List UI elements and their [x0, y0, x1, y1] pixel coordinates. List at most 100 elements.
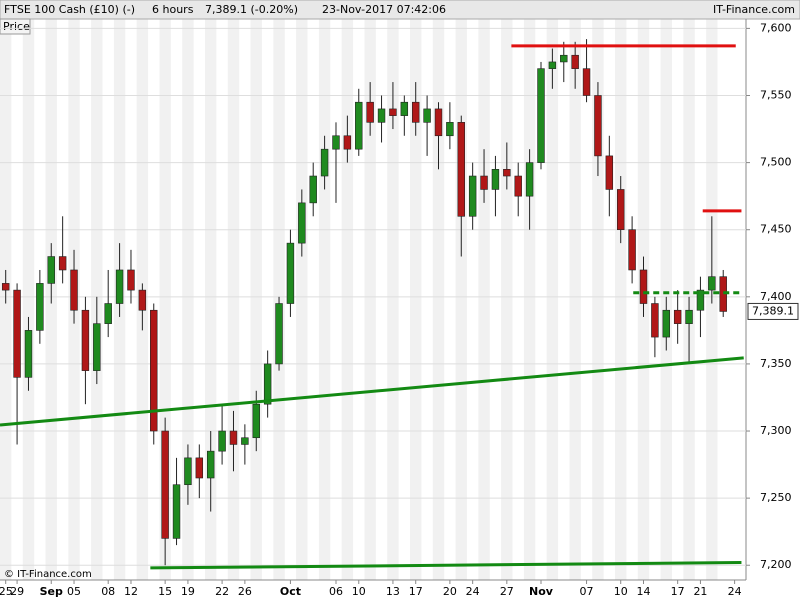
day-stripe	[546, 19, 559, 580]
x-tick-label: 08	[101, 585, 115, 598]
y-tick-label: 7,550	[760, 89, 792, 102]
candle-body	[560, 54, 568, 63]
candle-body	[571, 54, 579, 69]
candle-body	[275, 303, 283, 365]
x-tick-label: 29	[10, 585, 24, 598]
candle-body	[446, 122, 454, 137]
candle-body	[525, 162, 534, 197]
candle-body	[309, 175, 317, 204]
candle-body	[13, 289, 21, 378]
x-tick-label: 15	[158, 585, 172, 598]
candle-body	[252, 403, 260, 439]
day-stripe	[341, 19, 354, 580]
day-stripe	[318, 19, 331, 580]
day-stripe	[478, 19, 490, 580]
day-stripe	[227, 19, 240, 580]
candle-body	[434, 108, 443, 137]
candle-body	[93, 323, 101, 371]
day-stripe	[592, 19, 604, 580]
candle-body	[548, 61, 557, 69]
candle-body	[24, 330, 33, 378]
candle-body	[594, 95, 602, 157]
candle-body	[195, 457, 204, 479]
y-tick-label: 7,250	[760, 491, 792, 504]
candle-body	[241, 437, 249, 445]
x-tick-label: Oct	[280, 585, 301, 598]
last-price-box	[747, 302, 799, 320]
candle-body	[651, 303, 659, 338]
day-stripe	[22, 19, 35, 580]
candle-body	[263, 363, 272, 405]
candle-body	[206, 450, 215, 479]
y-tick-label: 7,200	[760, 558, 792, 571]
candle-body	[480, 175, 488, 190]
day-stripe	[410, 19, 422, 580]
candle-body	[320, 148, 329, 177]
candle-body	[685, 309, 693, 324]
candle-body	[161, 430, 169, 539]
candle-body	[1, 283, 10, 291]
y-tick-label: 7,400	[760, 290, 792, 303]
candle-body	[468, 175, 477, 217]
candle-body	[298, 202, 306, 244]
interval: 6 hours	[152, 3, 194, 16]
x-tick-label: 17	[409, 585, 423, 598]
x-tick-label: 19	[181, 585, 195, 598]
candle-body	[457, 122, 465, 217]
candle-body	[286, 242, 295, 304]
x-tick-label: 17	[671, 585, 685, 598]
candle-body	[708, 276, 716, 291]
x-tick-label: 14	[636, 585, 650, 598]
x-tick-label: 07	[580, 585, 594, 598]
trend-line	[150, 561, 742, 570]
candle-body	[127, 269, 135, 291]
panel-label-box	[0, 18, 31, 35]
candle-body	[47, 256, 55, 284]
day-stripe	[523, 19, 536, 580]
candle-body	[138, 289, 147, 311]
candle-body	[218, 430, 226, 452]
x-tick-label: 22	[215, 585, 229, 598]
candle-body	[172, 484, 181, 539]
day-stripe	[501, 19, 513, 580]
candle-body	[696, 289, 705, 311]
day-stripe	[159, 19, 171, 580]
x-tick-label: 12	[124, 585, 138, 598]
day-stripe	[455, 19, 467, 580]
candle-body	[81, 309, 90, 371]
candle-body	[343, 135, 352, 150]
x-tick-label: 26	[238, 585, 252, 598]
candle-body	[400, 101, 409, 116]
candle-body	[36, 283, 44, 331]
candle-body	[605, 155, 614, 190]
candle-body	[366, 101, 374, 123]
candle-body	[355, 101, 363, 150]
day-stripe	[364, 19, 376, 580]
x-tick-label: 20	[443, 585, 457, 598]
day-stripe	[387, 19, 399, 580]
y-tick-label: 7,500	[760, 156, 792, 169]
candle-body	[673, 309, 682, 324]
candle-body	[423, 108, 431, 123]
candle-body	[377, 108, 386, 123]
x-tick-label: 25	[0, 585, 13, 598]
x-tick-label: 10	[614, 585, 628, 598]
timestamp: 23-Nov-2017 07:42:06	[322, 3, 446, 16]
x-tick-label: Nov	[529, 585, 554, 598]
symbol-title: FTSE 100 Cash (£10) (-)	[4, 3, 135, 16]
panel-label: Price	[3, 20, 30, 33]
candle-body	[115, 269, 124, 304]
candle-body	[58, 256, 67, 271]
day-stripe	[296, 19, 308, 580]
candle-body	[514, 175, 522, 197]
y-tick-label: 7,450	[760, 223, 792, 236]
day-stripe	[182, 19, 194, 580]
candle-body	[491, 169, 500, 190]
candle-body	[503, 169, 511, 177]
copyright: © IT-Finance.com	[4, 569, 92, 580]
candle-body	[150, 309, 158, 432]
candle-body	[582, 68, 591, 96]
day-stripe	[615, 19, 627, 580]
candle-body	[662, 309, 670, 338]
